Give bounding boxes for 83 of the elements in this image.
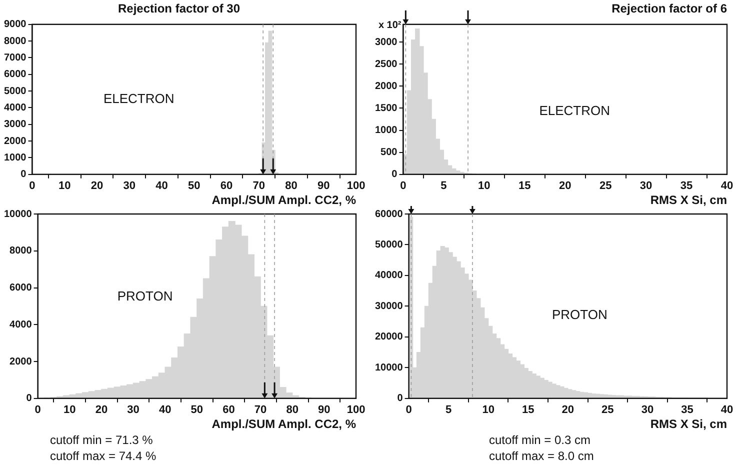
x-tick-label: 30 — [123, 180, 136, 192]
y-tick-label: 2000 — [10, 356, 32, 368]
y-tick-label: 6000 — [4, 69, 27, 80]
y-tick-label: 8000 — [4, 36, 27, 47]
y-tick-label: 1500 — [374, 102, 398, 114]
y-tick-label: 60000 — [374, 208, 404, 220]
y-tick-label: 500 — [380, 147, 398, 158]
x-tick-label: 100 — [346, 404, 366, 416]
x-tick-label: 60 — [222, 404, 235, 416]
x-axis-title: RMS X Si, cm — [650, 417, 727, 432]
annotation: ELECTRON — [539, 102, 610, 118]
y-tick-label: 6000 — [10, 282, 32, 294]
x-tick-label: 10 — [58, 180, 71, 192]
y-tick-label: 2500 — [374, 58, 398, 70]
x-tick-label: 10 — [64, 404, 76, 416]
y-tick-label: 2000 — [374, 80, 398, 92]
x-tick-label: 40 — [720, 180, 734, 192]
text: cutoff max = 8.0 cm — [489, 449, 594, 463]
annotation: PROTON — [117, 288, 173, 304]
y-tick-label: 10000 — [4, 208, 32, 220]
y-tick-label: 8000 — [10, 246, 32, 257]
y-tick-label: 50000 — [374, 239, 404, 250]
y-tick-label: 3000 — [374, 36, 398, 48]
x-tick-label: 10 — [478, 180, 490, 192]
x-tick-label: 25 — [599, 180, 612, 192]
x-tick-label: 50 — [188, 180, 200, 192]
text: cutoff min = 71.3 % — [50, 433, 153, 447]
text: cutoff min = 0.3 cm — [489, 433, 590, 447]
x-tick-label: 70 — [252, 180, 265, 192]
y-tick-label: 5000 — [4, 86, 27, 97]
y-tick-label: 0 — [397, 393, 404, 404]
x-tick-label: 10 — [482, 404, 494, 416]
x-tick-label: 40 — [158, 404, 172, 416]
y-tick-label: 0 — [392, 169, 398, 180]
y-tick-label: 0 — [20, 169, 27, 180]
x-tick-label: 40 — [720, 404, 734, 416]
x-tick-label: 100 — [346, 180, 366, 192]
y-tick-label: 9000 — [4, 19, 27, 30]
y-tick-label: 30000 — [374, 300, 404, 312]
x-axis-title: Ampl./SUM Ampl. CC2, % — [212, 417, 356, 432]
x-tick-label: 80 — [286, 404, 298, 416]
x-tick-label: 15 — [522, 404, 534, 416]
y-tick-label: 1000 — [4, 152, 27, 164]
x-tick-label: 30 — [641, 404, 654, 416]
x-axis-title: Ampl./SUM Ampl. CC2, % — [212, 193, 356, 208]
y-tick-label: 4000 — [4, 102, 27, 114]
x-tick-label: 90 — [318, 180, 330, 192]
x-tick-label: 80 — [285, 180, 298, 192]
x-tick-label: 5 — [446, 404, 452, 416]
x-tick-label: 35 — [680, 180, 693, 192]
x-tick-label: 60 — [220, 180, 233, 192]
text: cutoff max = 74.4 % — [50, 449, 156, 463]
y-tick-label: 40000 — [374, 270, 404, 282]
y-tick-label: 2000 — [4, 136, 27, 147]
y-tick-label: 3000 — [4, 119, 27, 130]
y-tick-label: 20000 — [374, 332, 404, 343]
x-tick-label: 50 — [190, 404, 204, 416]
y-tick-label: 4000 — [10, 319, 32, 330]
annotation: PROTON — [552, 307, 608, 322]
y-tick-label: 7000 — [4, 52, 27, 64]
x-axis-title: RMS X Si, cm — [650, 193, 727, 208]
x-tick-label: 20 — [559, 180, 572, 192]
y-tick-label: 10000 — [374, 362, 404, 374]
x-tick-label: 70 — [254, 404, 267, 416]
chart-title: Rejection factor of 6 — [612, 2, 728, 16]
y-tick-label: 0 — [26, 393, 32, 404]
x-tick-label: 40 — [156, 180, 168, 192]
chart-title: Rejection factor of 30 — [118, 2, 240, 16]
x-tick-label: 0 — [406, 404, 412, 416]
x-tick-label: 20 — [95, 404, 108, 416]
annotation: ELECTRON — [103, 90, 174, 106]
x-tick-label: 15 — [518, 180, 531, 192]
x-tick-label: 25 — [602, 404, 614, 416]
x-tick-label: 30 — [640, 180, 652, 192]
x-tick-label: 20 — [90, 180, 104, 192]
x-tick-label: 0 — [34, 404, 41, 416]
x-tick-label: 90 — [318, 404, 330, 416]
y-tick-label: 1000 — [374, 125, 398, 136]
x-tick-label: 5 — [440, 180, 447, 192]
y-axis-title: x 10² — [378, 20, 402, 32]
x-tick-label: 20 — [562, 404, 574, 416]
x-tick-label: 30 — [127, 404, 140, 416]
x-tick-label: 35 — [681, 404, 694, 416]
